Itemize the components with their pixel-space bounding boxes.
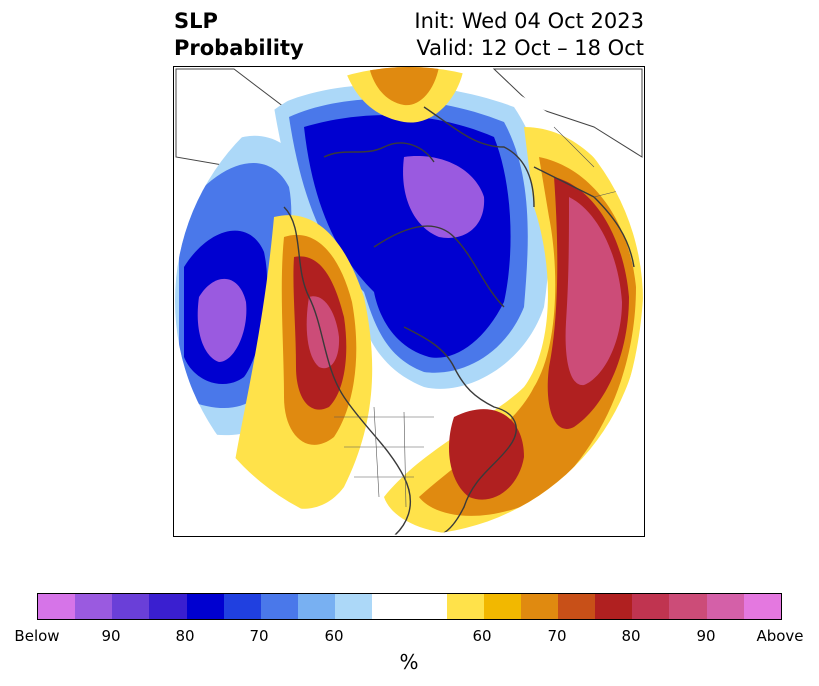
colorbar-tick-label: Below [14,627,60,645]
colorbar-tick-label: 70 [547,627,567,645]
above-90-namerica-west [306,296,340,369]
colorbar-segment [743,594,781,619]
title-variable: SLP [174,9,218,33]
colorbar-tick-label: 70 [249,627,269,645]
above-70-arctic-top [369,67,439,106]
colorbar-tick-label: 80 [175,627,195,645]
colorbar-tick-label: 90 [101,627,121,645]
colorbar-tick-label: 60 [472,627,492,645]
colorbar-segment [112,594,150,619]
below-90-arctic [403,156,485,238]
colorbar-segment [372,594,410,619]
colorbar-segment [186,594,224,619]
title-right: Init: Wed 04 Oct 2023 Valid: 12 Oct – 18… [414,8,644,62]
colorbar-tick-label: Above [756,627,804,645]
probability-map-svg [175,67,643,535]
colorbar-unit: % [399,650,419,674]
colorbar-segment [520,594,558,619]
colorbar-segment [38,594,76,619]
colorbar-segment [595,594,633,619]
colorbar-tick-label: 60 [324,627,344,645]
above-90-eurasia [565,197,622,386]
colorbar-tick-label: 90 [696,627,716,645]
colorbar-segment [149,594,187,619]
colorbar-segment [223,594,261,619]
title-product: Probability [174,36,304,60]
colorbar-segment [446,594,484,619]
colorbar-segment [632,594,670,619]
polar-map [173,66,645,537]
colorbar-segment [669,594,707,619]
below-90-pacific [197,278,247,362]
colorbar-tick-label: 80 [621,627,641,645]
colorbar-segment [483,594,521,619]
colorbar-segment [75,594,113,619]
above-80-atlantic [449,409,524,500]
title-left: SLP Probability [174,8,304,62]
colorbar-segment [260,594,298,619]
colorbar-segment [335,594,373,619]
valid-range: Valid: 12 Oct – 18 Oct [416,36,644,60]
init-date: Init: Wed 04 Oct 2023 [414,9,644,33]
colorbar-segment [706,594,744,619]
colorbar-segment [297,594,336,619]
colorbar [37,593,782,620]
colorbar-segment [557,594,596,619]
colorbar-segment [409,594,447,619]
